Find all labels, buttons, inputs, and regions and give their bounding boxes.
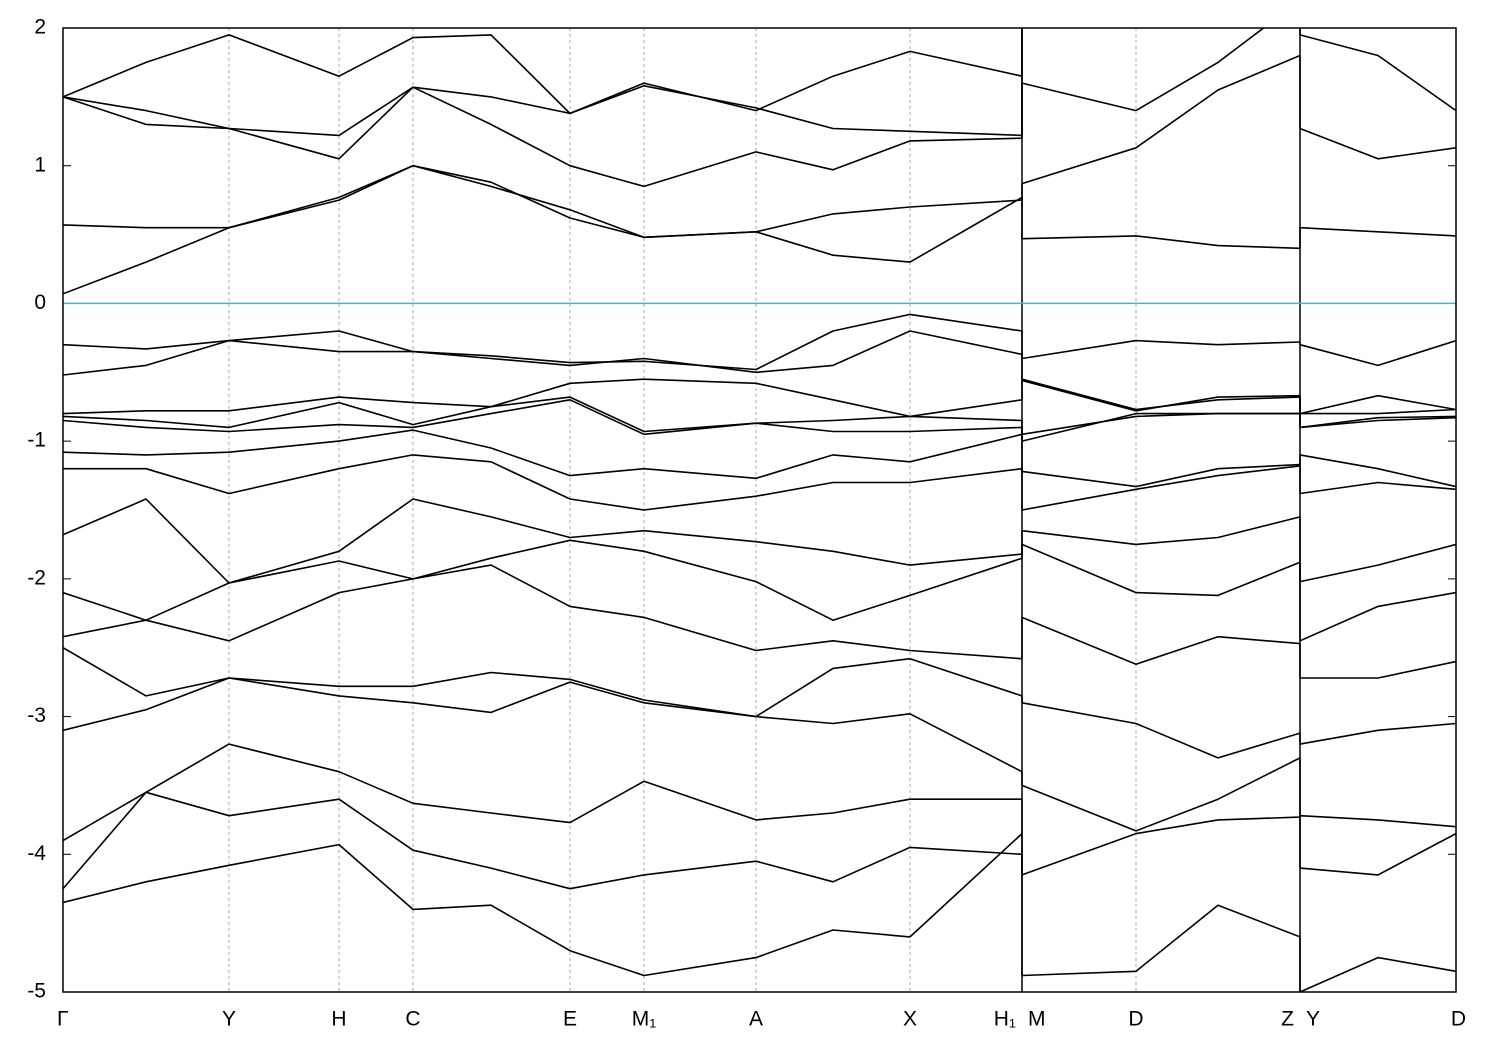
- x-tick-label: H₁: [994, 1008, 1016, 1031]
- x-tick-label: A: [749, 1008, 763, 1031]
- band-line: [63, 743, 1456, 876]
- x-tick-label: D: [1451, 1008, 1466, 1031]
- y-tick-label: -3: [27, 704, 46, 727]
- band-line: [63, 399, 1456, 442]
- y-tick-label: 2: [34, 16, 46, 39]
- bands: [63, 28, 1456, 992]
- band-line: [63, 28, 1456, 188]
- band-line: [63, 454, 1456, 511]
- x-tick-label: Y: [222, 1008, 236, 1031]
- band-line: [63, 539, 1456, 642]
- x-tick-label: Z: [1281, 1008, 1294, 1031]
- band-line: [63, 833, 1023, 977]
- x-tick-label: Γ: [57, 1008, 69, 1031]
- y-tick-label: -1: [27, 429, 46, 452]
- band-line: [63, 564, 1456, 679]
- band-line: [63, 313, 1456, 371]
- y-tick-label: -2: [27, 566, 46, 589]
- y-tick-label: -4: [27, 842, 46, 865]
- plot-frame: [62, 27, 1457, 993]
- band-line: [63, 429, 1456, 488]
- x-tick-label: M₁: [632, 1008, 657, 1031]
- x-tick-label: M: [1028, 1008, 1046, 1031]
- x-tick-label: X: [903, 1008, 917, 1031]
- band-line: [63, 791, 1456, 992]
- y-tick-label: 1: [34, 153, 46, 176]
- x-tick-label: Y: [1306, 1008, 1320, 1031]
- y-tick-label: 0: [34, 291, 46, 314]
- x-tick-label: C: [405, 1008, 420, 1031]
- band-line: [63, 647, 1456, 759]
- band-line: [63, 28, 1023, 137]
- band-line: [63, 164, 1456, 295]
- x-tick-label: D: [1128, 1008, 1143, 1031]
- band-line: [63, 498, 1456, 584]
- band-line: [63, 677, 1456, 876]
- x-tick-label: H: [331, 1008, 346, 1031]
- band-line: [63, 28, 1025, 137]
- band-line: [63, 378, 1456, 418]
- band-line: [63, 54, 1456, 239]
- y-tick-label: -5: [27, 980, 46, 1003]
- x-tick-label: E: [563, 1008, 577, 1031]
